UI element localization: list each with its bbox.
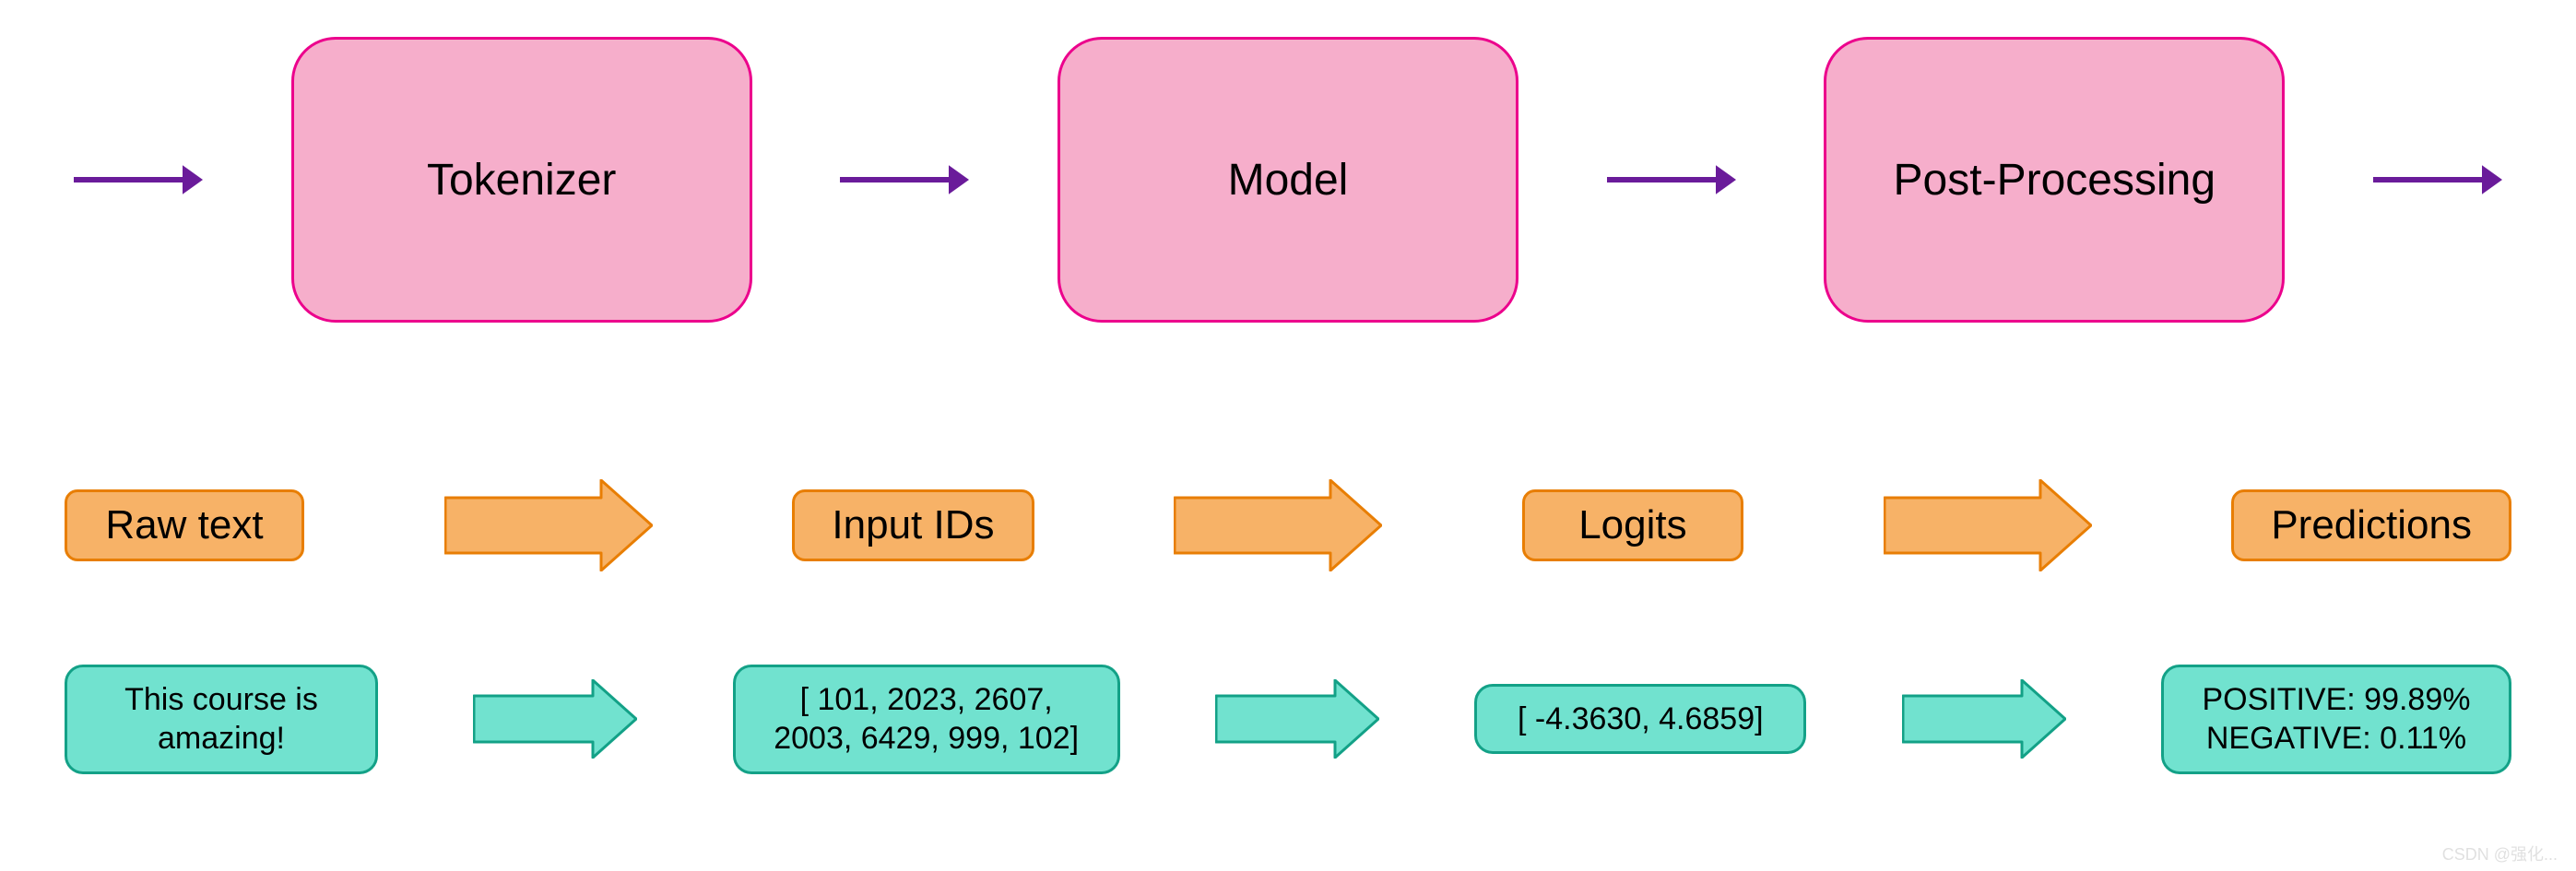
example-predictions-l1: POSITIVE: 99.89% [2202, 680, 2470, 720]
stage-model: Model [1058, 37, 1518, 323]
arrow-out [2373, 159, 2502, 200]
arrow-ex-ids-logits [1215, 679, 1379, 759]
example-logits-l1: [ -4.3630, 4.6859] [1518, 700, 1764, 739]
arrow-model-postproc [1607, 159, 1736, 200]
label-predictions: Predictions [2231, 489, 2511, 561]
stage-postproc: Post-Processing [1824, 37, 2285, 323]
arrow-in [74, 159, 203, 200]
example-inputids: [ 101, 2023, 2607, 2003, 6429, 999, 102] [733, 665, 1120, 774]
stage-model-label: Model [1228, 155, 1349, 206]
labels-row: Raw text Input IDs Logits Predictions [46, 470, 2530, 581]
example-inputids-l2: 2003, 6429, 999, 102] [774, 719, 1079, 759]
label-logits: Logits [1522, 489, 1743, 561]
stage-postproc-label: Post-Processing [1894, 155, 2216, 206]
stage-tokenizer-label: Tokenizer [427, 155, 616, 206]
examples-row: This course is amazing! [ 101, 2023, 260… [46, 664, 2530, 774]
stage-tokenizer: Tokenizer [291, 37, 752, 323]
example-logits: [ -4.3630, 4.6859] [1474, 684, 1806, 755]
watermark: CSDN @强化... [2442, 842, 2558, 865]
example-rawtext-l1: This course is [124, 680, 318, 720]
label-rawtext-text: Raw text [105, 502, 263, 548]
label-rawtext: Raw text [65, 489, 304, 561]
arrow-rawtext-inputids [444, 479, 653, 571]
arrow-tokenizer-model [840, 159, 969, 200]
label-inputids-text: Input IDs [832, 502, 994, 548]
label-predictions-text: Predictions [2271, 502, 2472, 548]
arrow-ex-raw-ids [473, 679, 637, 759]
example-rawtext: This course is amazing! [65, 665, 378, 774]
label-logits-text: Logits [1578, 502, 1686, 548]
example-rawtext-l2: amazing! [158, 719, 285, 759]
arrow-ex-logits-pred [1902, 679, 2066, 759]
example-predictions-l2: NEGATIVE: 0.11% [2206, 719, 2466, 759]
watermark-text: CSDN @强化... [2442, 845, 2558, 864]
pipeline-stages-row: Tokenizer Model Post-Processing [46, 28, 2530, 332]
example-inputids-l1: [ 101, 2023, 2607, [800, 680, 1053, 720]
arrow-logits-predictions [1884, 479, 2092, 571]
example-predictions: POSITIVE: 99.89% NEGATIVE: 0.11% [2161, 665, 2511, 774]
arrow-inputids-logits [1174, 479, 1382, 571]
label-inputids: Input IDs [792, 489, 1034, 561]
